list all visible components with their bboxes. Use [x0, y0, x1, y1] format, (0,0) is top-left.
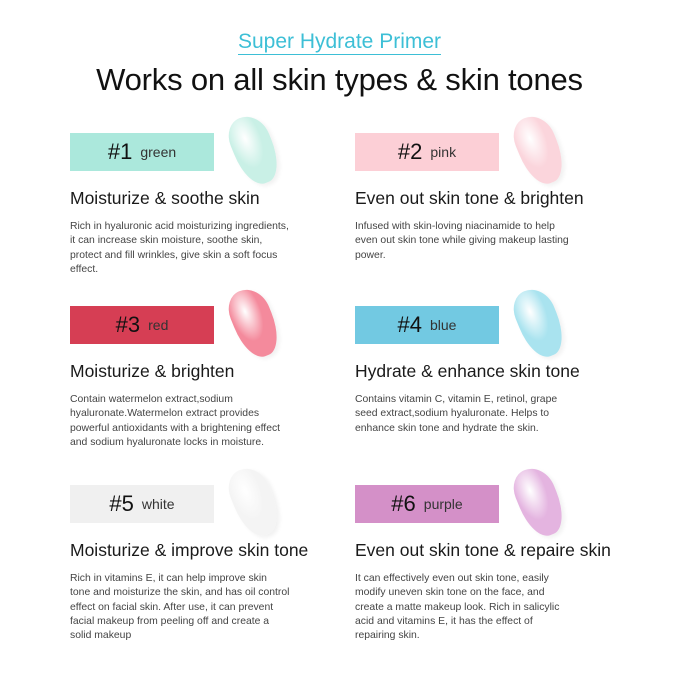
shade-label-box: #6 purple [355, 485, 499, 523]
benefit-description: Infused with skin-loving niacinamide to … [355, 221, 569, 261]
shade-label-box: #1 green [70, 133, 214, 171]
shade-label-box: #4 blue [355, 306, 499, 344]
benefit-heading: Moisturize & improve skin tone [70, 540, 309, 560]
shade-color-name: white [141, 496, 175, 512]
shade-number: #3 [115, 312, 141, 337]
shade-card-green: #1 green Moisturize & soothe skin Rich i… [70, 110, 360, 308]
product-subtitle: Super Hydrate Primer [237, 30, 442, 55]
shade-card-purple: #6 purple Even out skin tone & repaire s… [355, 462, 645, 660]
page-title: Works on all skin types & skin tones [96, 62, 583, 97]
benefit-heading: Moisturize & brighten [70, 361, 235, 381]
shade-label-box: #3 red [70, 306, 214, 344]
benefit-heading: Even out skin tone & repaire skin [355, 540, 611, 560]
shade-number: #5 [109, 491, 134, 516]
shade-color-name: purple [423, 496, 463, 512]
shade-number: #1 [107, 139, 133, 164]
benefit-heading: Hydrate & enhance skin tone [355, 361, 580, 381]
shade-card-pink: #2 pink Even out skin tone & brighten In… [355, 110, 645, 308]
benefit-heading: Even out skin tone & brighten [355, 188, 584, 208]
benefit-heading: Moisturize & soothe skin [70, 188, 260, 208]
shade-card-blue: #4 blue Hydrate & enhance skin tone Cont… [355, 283, 645, 481]
shade-card-white: #5 white Moisturize & improve skin tone … [70, 462, 360, 660]
product-swatch-image [507, 110, 571, 190]
benefit-description: Contains vitamin C, vitamin E, retinol, … [355, 394, 558, 434]
shade-color-name: pink [430, 144, 457, 160]
shade-color-name: blue [430, 317, 457, 333]
shade-number: #6 [391, 491, 416, 516]
shade-label-box: #5 white [70, 485, 214, 523]
shade-number: #2 [397, 139, 423, 164]
shade-number: #4 [397, 312, 422, 337]
benefit-description: Contain watermelon extract,sodium hyalur… [70, 394, 281, 448]
benefit-description: Rich in vitamins E, it can help improve … [70, 573, 290, 642]
shade-label-box: #2 pink [355, 133, 499, 171]
product-swatch-image [222, 110, 286, 190]
benefit-description: Rich in hyaluronic acid moisturizing ing… [70, 221, 289, 275]
benefit-description: It can effectively even out skin tone, e… [355, 573, 560, 642]
shade-color-name: red [148, 317, 169, 333]
shade-color-name: green [140, 144, 177, 160]
shade-card-red: #3 red Moisturize & brighten Contain wat… [70, 283, 360, 481]
